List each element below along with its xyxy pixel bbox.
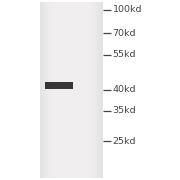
Bar — [40, 2, 46, 178]
Text: 40kd: 40kd — [112, 86, 136, 94]
Bar — [45, 82, 73, 89]
Text: 70kd: 70kd — [112, 29, 136, 38]
Bar — [98, 2, 103, 178]
Bar — [87, 2, 103, 178]
Text: 55kd: 55kd — [112, 50, 136, 59]
Bar — [40, 2, 44, 178]
Bar — [85, 2, 103, 178]
Bar — [40, 2, 55, 178]
Bar — [40, 2, 50, 178]
Bar — [40, 2, 103, 178]
Bar — [40, 2, 53, 178]
Bar — [90, 2, 103, 178]
Bar — [40, 2, 57, 178]
Bar — [92, 2, 103, 178]
Bar — [94, 2, 103, 178]
Bar — [100, 2, 103, 178]
Bar — [46, 86, 72, 88]
Bar — [40, 2, 42, 178]
Text: 35kd: 35kd — [112, 106, 136, 115]
Text: 25kd: 25kd — [112, 137, 136, 146]
Text: 100kd: 100kd — [112, 5, 142, 14]
Bar — [96, 2, 103, 178]
Bar — [40, 2, 48, 178]
